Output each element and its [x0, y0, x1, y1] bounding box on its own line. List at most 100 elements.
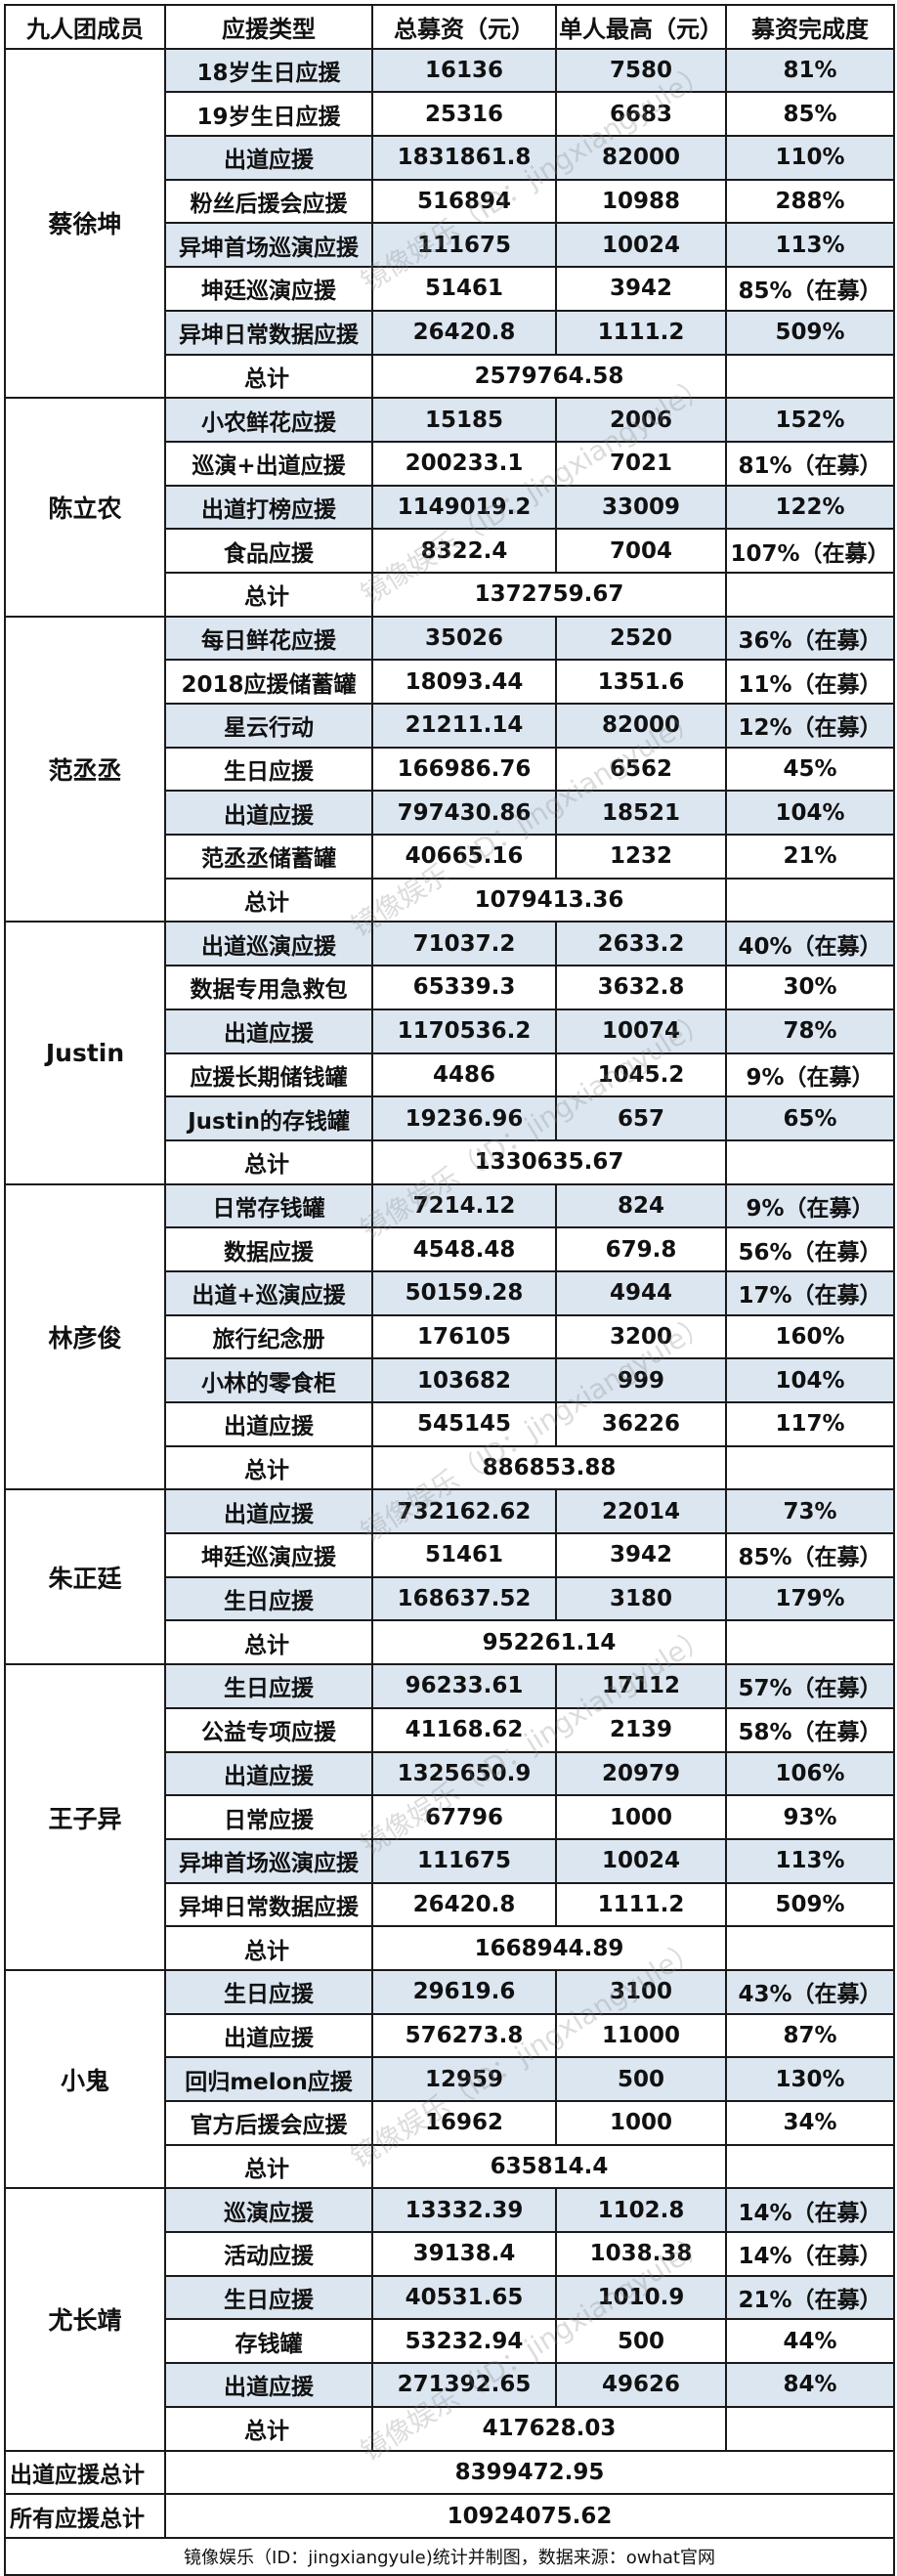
single-max: 1111.2	[555, 1881, 727, 1928]
single-max: 500	[555, 2318, 727, 2365]
support-type: 日常存钱罐	[164, 1182, 373, 1229]
support-type: 日常应援	[164, 1794, 373, 1840]
total-raised: 12959	[371, 2056, 557, 2102]
table-row: Justin 出道巡演应援 71037.2 2633.2 40%（在募）	[4, 921, 895, 1185]
support-type: 小农鲜花应援	[164, 397, 373, 443]
support-type: 出道应援	[164, 135, 373, 181]
total-raised: 50159.28	[371, 1269, 557, 1316]
support-type: 出道应援	[164, 1401, 373, 1447]
completion-rate: 160%	[725, 1313, 895, 1360]
support-type: 18岁生日应援	[164, 47, 373, 94]
total-raised: 16962	[371, 2100, 557, 2146]
table-row: 出道应援 576273.8 11000 87%	[5, 2012, 895, 2059]
total-raised: 40665.16	[371, 834, 557, 880]
support-type: 异坤首场巡演应援	[164, 222, 373, 269]
empty-cell	[725, 571, 895, 618]
support-type: 出道应援	[164, 1750, 373, 1797]
single-max: 999	[555, 1357, 727, 1403]
table-row: 数据专用急救包 65339.3 3632.8 30%	[5, 965, 895, 1010]
support-type: 巡演应援	[164, 2187, 373, 2234]
support-type: 异坤首场巡演应援	[164, 1837, 373, 1884]
single-max: 3180	[555, 1575, 727, 1622]
completion-rate: 45%	[725, 746, 895, 793]
completion-rate: 509%	[725, 309, 895, 356]
completion-rate: 85%	[725, 91, 895, 138]
member-name: 林彦俊	[4, 1182, 166, 1491]
total-raised: 65339.3	[371, 965, 557, 1010]
total-raised: 19236.96	[371, 1095, 557, 1141]
completion-rate: 81%（在募）	[725, 440, 895, 487]
support-type: 公益专项应援	[164, 1706, 373, 1753]
support-type: 粉丝后援会应援	[164, 178, 373, 225]
table-row: 王子异 生日应援 96233.61 17112 57%（在募）	[4, 1663, 895, 1971]
single-max: 1038.38	[555, 2231, 727, 2277]
subtotal-value: 2579764.58	[371, 353, 727, 400]
grand-row-debut: 出道应援总计 8399472.95	[4, 2449, 895, 2496]
support-type: 生日应援	[164, 1663, 373, 1709]
single-max: 3100	[555, 1968, 727, 2015]
support-type: 出道应援	[164, 2012, 373, 2059]
completion-rate: 57%（在募）	[725, 1663, 895, 1709]
completion-rate: 106%	[725, 1750, 895, 1797]
table-row: 食品应援 8322.4 7004 107%（在募）	[5, 528, 895, 574]
total-raised: 271392.65	[371, 2362, 557, 2408]
total-raised: 35026	[371, 615, 557, 662]
single-max: 82000	[555, 135, 727, 181]
single-max: 4944	[555, 1269, 727, 1316]
support-type: 生日应援	[164, 746, 373, 793]
subtotal-row: 总计 417628.03	[5, 2405, 895, 2452]
support-type: 出道+巡演应援	[164, 1269, 373, 1316]
support-type: 坤廷巡演应援	[164, 1532, 373, 1578]
single-max: 11000	[555, 2012, 727, 2059]
table-row: 巡演+出道应援 200233.1 7021 81%（在募）	[5, 440, 895, 487]
table-row: 出道应援 1831861.8 82000 110%	[5, 135, 895, 181]
total-raised: 18093.44	[371, 659, 557, 705]
member-name: 尤长靖	[4, 2187, 166, 2452]
table-row: 朱正廷 出道应援 732162.62 22014 73%	[4, 1488, 895, 1666]
support-type: 生日应援	[164, 2274, 373, 2321]
table-row: 粉丝后援会应援 516894 10988 288%	[5, 178, 895, 225]
support-type: 生日应援	[164, 1575, 373, 1622]
support-type: 出道应援	[164, 1488, 373, 1535]
completion-rate: 12%（在募）	[725, 703, 895, 749]
table-row: 回归melon应援 12959 500 130%	[5, 2056, 895, 2102]
completion-rate: 9%（在募）	[725, 1052, 895, 1098]
single-max: 20979	[555, 1750, 727, 1797]
table-row: 活动应援 39138.4 1038.38 14%（在募）	[5, 2231, 895, 2277]
subtotal-row: 总计 1079413.36	[5, 877, 895, 923]
header-max: 单人最高（元）	[555, 4, 727, 50]
table-row: 蔡徐坤 18岁生日应援 16136 7580 81%	[4, 47, 895, 400]
completion-rate: 56%（在募）	[725, 1226, 895, 1272]
table-row: 公益专项应援 41168.62 2139 58%（在募）	[5, 1706, 895, 1753]
empty-cell	[725, 2143, 895, 2190]
total-raised: 516894	[371, 178, 557, 225]
completion-rate: 85%（在募）	[725, 1532, 895, 1578]
total-raised: 21211.14	[371, 703, 557, 749]
single-max: 7580	[555, 47, 727, 94]
total-raised: 51461	[371, 266, 557, 312]
single-max: 10988	[555, 178, 727, 225]
support-type: 官方后援会应援	[164, 2100, 373, 2146]
completion-rate: 14%（在募）	[725, 2231, 895, 2277]
single-max: 3632.8	[555, 965, 727, 1010]
completion-rate: 113%	[725, 222, 895, 269]
single-max: 17112	[555, 1663, 727, 1709]
subtotal-label: 总计	[164, 877, 373, 923]
table-row: 出道应援 797430.86 18521 104%	[5, 790, 895, 837]
completion-rate: 107%（在募）	[725, 528, 895, 574]
subtotal-row: 总计 635814.4	[5, 2143, 895, 2190]
subtotal-value: 952261.14	[371, 1619, 727, 1666]
total-raised: 15185	[371, 397, 557, 443]
subtotal-value: 1330635.67	[371, 1138, 727, 1185]
funding-table: 九人团成员 应援类型 总募资（元） 单人最高（元） 募资完成度 蔡徐坤 18岁生日…	[4, 4, 895, 2576]
completion-rate: 30%	[725, 965, 895, 1010]
table-row: 出道应援 271392.65 49626 84%	[5, 2362, 895, 2408]
table-row: 旅行纪念册 176105 3200 160%	[5, 1313, 895, 1360]
table-row: 范丞丞 每日鲜花应援 35026 2520 36%（在募）	[4, 615, 895, 923]
completion-rate: 117%	[725, 1401, 895, 1447]
total-raised: 96233.61	[371, 1663, 557, 1709]
support-type: 出道应援	[164, 790, 373, 837]
total-raised: 1831861.8	[371, 135, 557, 181]
member-name: 小鬼	[4, 1968, 166, 2190]
total-raised: 1325650.9	[371, 1750, 557, 1797]
